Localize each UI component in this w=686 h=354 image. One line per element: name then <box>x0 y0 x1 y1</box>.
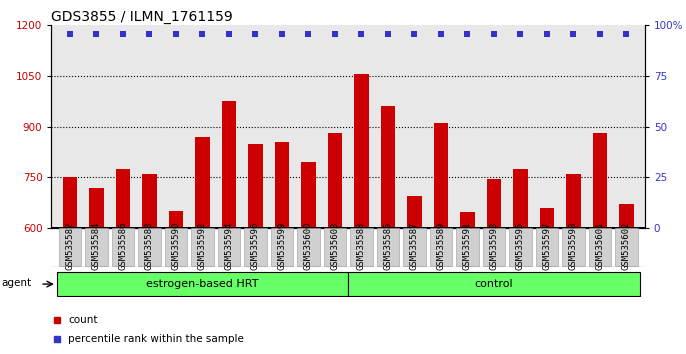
Text: GSM535601: GSM535601 <box>595 222 604 270</box>
Text: GSM535586: GSM535586 <box>119 222 128 270</box>
Text: control: control <box>475 279 513 289</box>
FancyBboxPatch shape <box>217 228 240 267</box>
Text: GSM535590: GSM535590 <box>172 222 180 270</box>
Text: GSM535597: GSM535597 <box>543 222 552 270</box>
Text: estrogen-based HRT: estrogen-based HRT <box>146 279 259 289</box>
FancyBboxPatch shape <box>271 228 293 267</box>
FancyBboxPatch shape <box>350 228 372 267</box>
FancyBboxPatch shape <box>536 228 558 267</box>
Bar <box>248 143 263 354</box>
FancyBboxPatch shape <box>589 228 611 267</box>
FancyBboxPatch shape <box>59 228 81 267</box>
Text: GSM535591: GSM535591 <box>463 222 472 270</box>
Text: count: count <box>68 315 97 325</box>
Text: GSM535599: GSM535599 <box>277 222 287 270</box>
Text: GSM535595: GSM535595 <box>516 222 525 270</box>
Bar <box>460 212 475 354</box>
Bar <box>513 169 528 354</box>
FancyBboxPatch shape <box>348 272 639 296</box>
FancyBboxPatch shape <box>377 228 399 267</box>
Bar <box>593 133 607 354</box>
Bar <box>328 133 342 354</box>
Text: GDS3855 / ILMN_1761159: GDS3855 / ILMN_1761159 <box>51 10 233 24</box>
Text: GSM535598: GSM535598 <box>569 222 578 270</box>
FancyBboxPatch shape <box>429 228 452 267</box>
FancyBboxPatch shape <box>165 228 187 267</box>
Text: GSM535600: GSM535600 <box>304 222 313 270</box>
Bar <box>274 142 289 354</box>
Bar <box>116 169 130 354</box>
Bar <box>169 211 183 354</box>
Bar <box>540 208 554 354</box>
Text: GSM535603: GSM535603 <box>331 222 340 270</box>
Bar <box>62 177 78 354</box>
Bar <box>566 174 580 354</box>
FancyBboxPatch shape <box>244 228 267 267</box>
Bar <box>619 204 634 354</box>
Text: GSM535587: GSM535587 <box>410 222 419 270</box>
Bar <box>195 137 210 354</box>
Text: GSM535596: GSM535596 <box>251 222 260 270</box>
FancyBboxPatch shape <box>112 228 134 267</box>
Bar <box>434 123 448 354</box>
Text: GSM535602: GSM535602 <box>622 222 631 270</box>
Text: percentile rank within the sample: percentile rank within the sample <box>68 333 244 344</box>
FancyBboxPatch shape <box>324 228 346 267</box>
Text: GSM535589: GSM535589 <box>436 222 445 270</box>
Text: GSM535592: GSM535592 <box>198 222 207 270</box>
FancyBboxPatch shape <box>191 228 214 267</box>
Bar <box>381 106 395 354</box>
Text: GSM535584: GSM535584 <box>92 222 101 270</box>
Text: GSM535582: GSM535582 <box>65 222 75 270</box>
Bar <box>486 179 501 354</box>
FancyBboxPatch shape <box>456 228 479 267</box>
FancyBboxPatch shape <box>482 228 505 267</box>
Text: GSM535588: GSM535588 <box>145 222 154 270</box>
Text: GSM535583: GSM535583 <box>357 222 366 270</box>
Bar <box>301 162 316 354</box>
FancyBboxPatch shape <box>57 272 348 296</box>
FancyBboxPatch shape <box>509 228 532 267</box>
Bar <box>142 174 156 354</box>
Text: agent: agent <box>1 278 32 288</box>
FancyBboxPatch shape <box>138 228 161 267</box>
FancyBboxPatch shape <box>297 228 320 267</box>
Text: GSM535585: GSM535585 <box>383 222 392 270</box>
Bar <box>222 101 236 354</box>
Bar <box>354 74 368 354</box>
Text: GSM535593: GSM535593 <box>489 222 498 270</box>
FancyBboxPatch shape <box>562 228 584 267</box>
FancyBboxPatch shape <box>85 228 108 267</box>
Text: GSM535594: GSM535594 <box>224 222 233 270</box>
FancyBboxPatch shape <box>403 228 425 267</box>
FancyBboxPatch shape <box>615 228 637 267</box>
Bar <box>89 188 104 354</box>
Bar <box>407 196 422 354</box>
